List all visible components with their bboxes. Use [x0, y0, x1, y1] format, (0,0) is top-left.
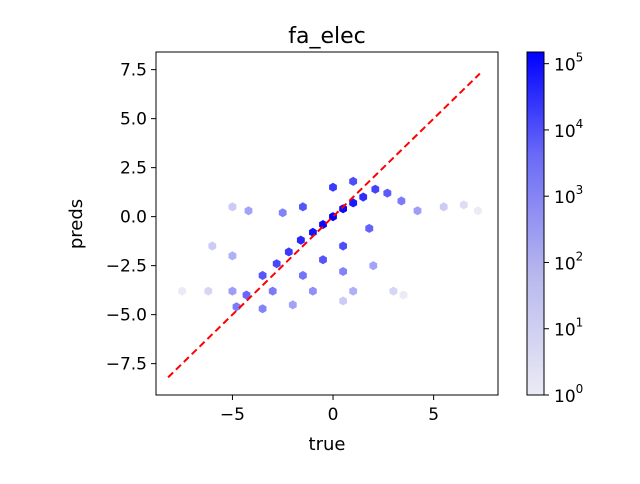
hex-bin-5 — [296, 235, 305, 245]
y-tick-label: −7.5 — [106, 355, 147, 375]
y-tick-label: 0.0 — [120, 208, 147, 228]
plot-frame — [155, 51, 499, 396]
hex-bin-31 — [208, 241, 217, 251]
hex-bin-13 — [383, 188, 392, 198]
hex-bin-11 — [232, 302, 241, 312]
hex-bin-35 — [228, 286, 237, 296]
colorbar-tick-label: 102 — [554, 249, 583, 274]
x-tick-label: 0 — [328, 405, 339, 425]
colorbar-tick-label: 103 — [554, 183, 583, 208]
hex-bin-9 — [258, 270, 267, 280]
y-tick-label: 2.5 — [120, 159, 147, 179]
hex-bin-42 — [339, 296, 347, 306]
hexbin-layer — [178, 176, 482, 314]
hex-bin-23 — [329, 182, 337, 192]
y-tick-label: −5.0 — [106, 306, 147, 326]
hex-bin-19 — [228, 202, 237, 212]
hex-bin-33 — [178, 286, 187, 296]
colorbar-tick-label: 101 — [554, 316, 583, 341]
hex-bin-17 — [459, 200, 468, 210]
hex-bin-41 — [288, 300, 297, 310]
hex-bin-21 — [278, 208, 287, 218]
hex-bin-30 — [369, 261, 378, 271]
hex-bin-27 — [319, 255, 327, 265]
x-axis-label: true — [309, 434, 346, 455]
colorbar-tick-label: 100 — [554, 382, 583, 407]
hex-bin-38 — [349, 286, 358, 296]
hex-bin-1 — [319, 220, 327, 229]
y-axis-label: preds — [66, 199, 87, 249]
hex-bin-37 — [309, 286, 317, 296]
x-axis: −5 0 5 — [220, 395, 439, 425]
y-tick-label: 5.0 — [120, 110, 147, 130]
hex-bin-20 — [244, 206, 253, 216]
hex-bin-16 — [439, 202, 448, 212]
hex-bin-12 — [371, 184, 380, 194]
hex-bin-40 — [258, 304, 267, 314]
hex-bin-22 — [299, 202, 307, 212]
x-tick-label: −5 — [220, 405, 245, 425]
hex-bin-29 — [339, 267, 347, 276]
hex-bin-2 — [339, 204, 347, 214]
hex-bin-4 — [349, 198, 358, 208]
hex-bin-26 — [365, 223, 374, 233]
hex-bin-7 — [284, 247, 293, 257]
hex-bin-39 — [389, 286, 398, 296]
hex-bin-34 — [204, 286, 213, 296]
chart-title: fa_elec — [288, 24, 366, 49]
hex-bin-10 — [242, 290, 251, 300]
y-tick-label: 7.5 — [120, 61, 147, 81]
hex-bin-43 — [399, 290, 408, 300]
colorbar-tick-label: 104 — [554, 117, 583, 142]
hex-bin-15 — [413, 206, 422, 216]
hex-bin-8 — [272, 259, 281, 269]
reference-line — [167, 72, 481, 379]
hex-bin-6 — [359, 192, 368, 202]
hex-bin-36 — [268, 286, 277, 296]
hex-bin-14 — [397, 196, 406, 206]
colorbar-tick-label: 105 — [554, 51, 583, 76]
colorbar-ticks: 100 101 102 103 104 105 — [544, 51, 583, 407]
hex-bin-32 — [228, 251, 237, 261]
colorbar — [526, 51, 545, 396]
hex-bin-28 — [299, 270, 307, 280]
y-axis: −7.5 −5.0 −2.5 0.0 2.5 5.0 7.5 — [106, 61, 156, 375]
hex-bin-18 — [474, 206, 482, 216]
hex-bin-24 — [349, 176, 358, 186]
y-tick-label: −2.5 — [106, 257, 147, 277]
hex-bin-25 — [339, 241, 347, 251]
x-tick-label: 5 — [428, 405, 439, 425]
